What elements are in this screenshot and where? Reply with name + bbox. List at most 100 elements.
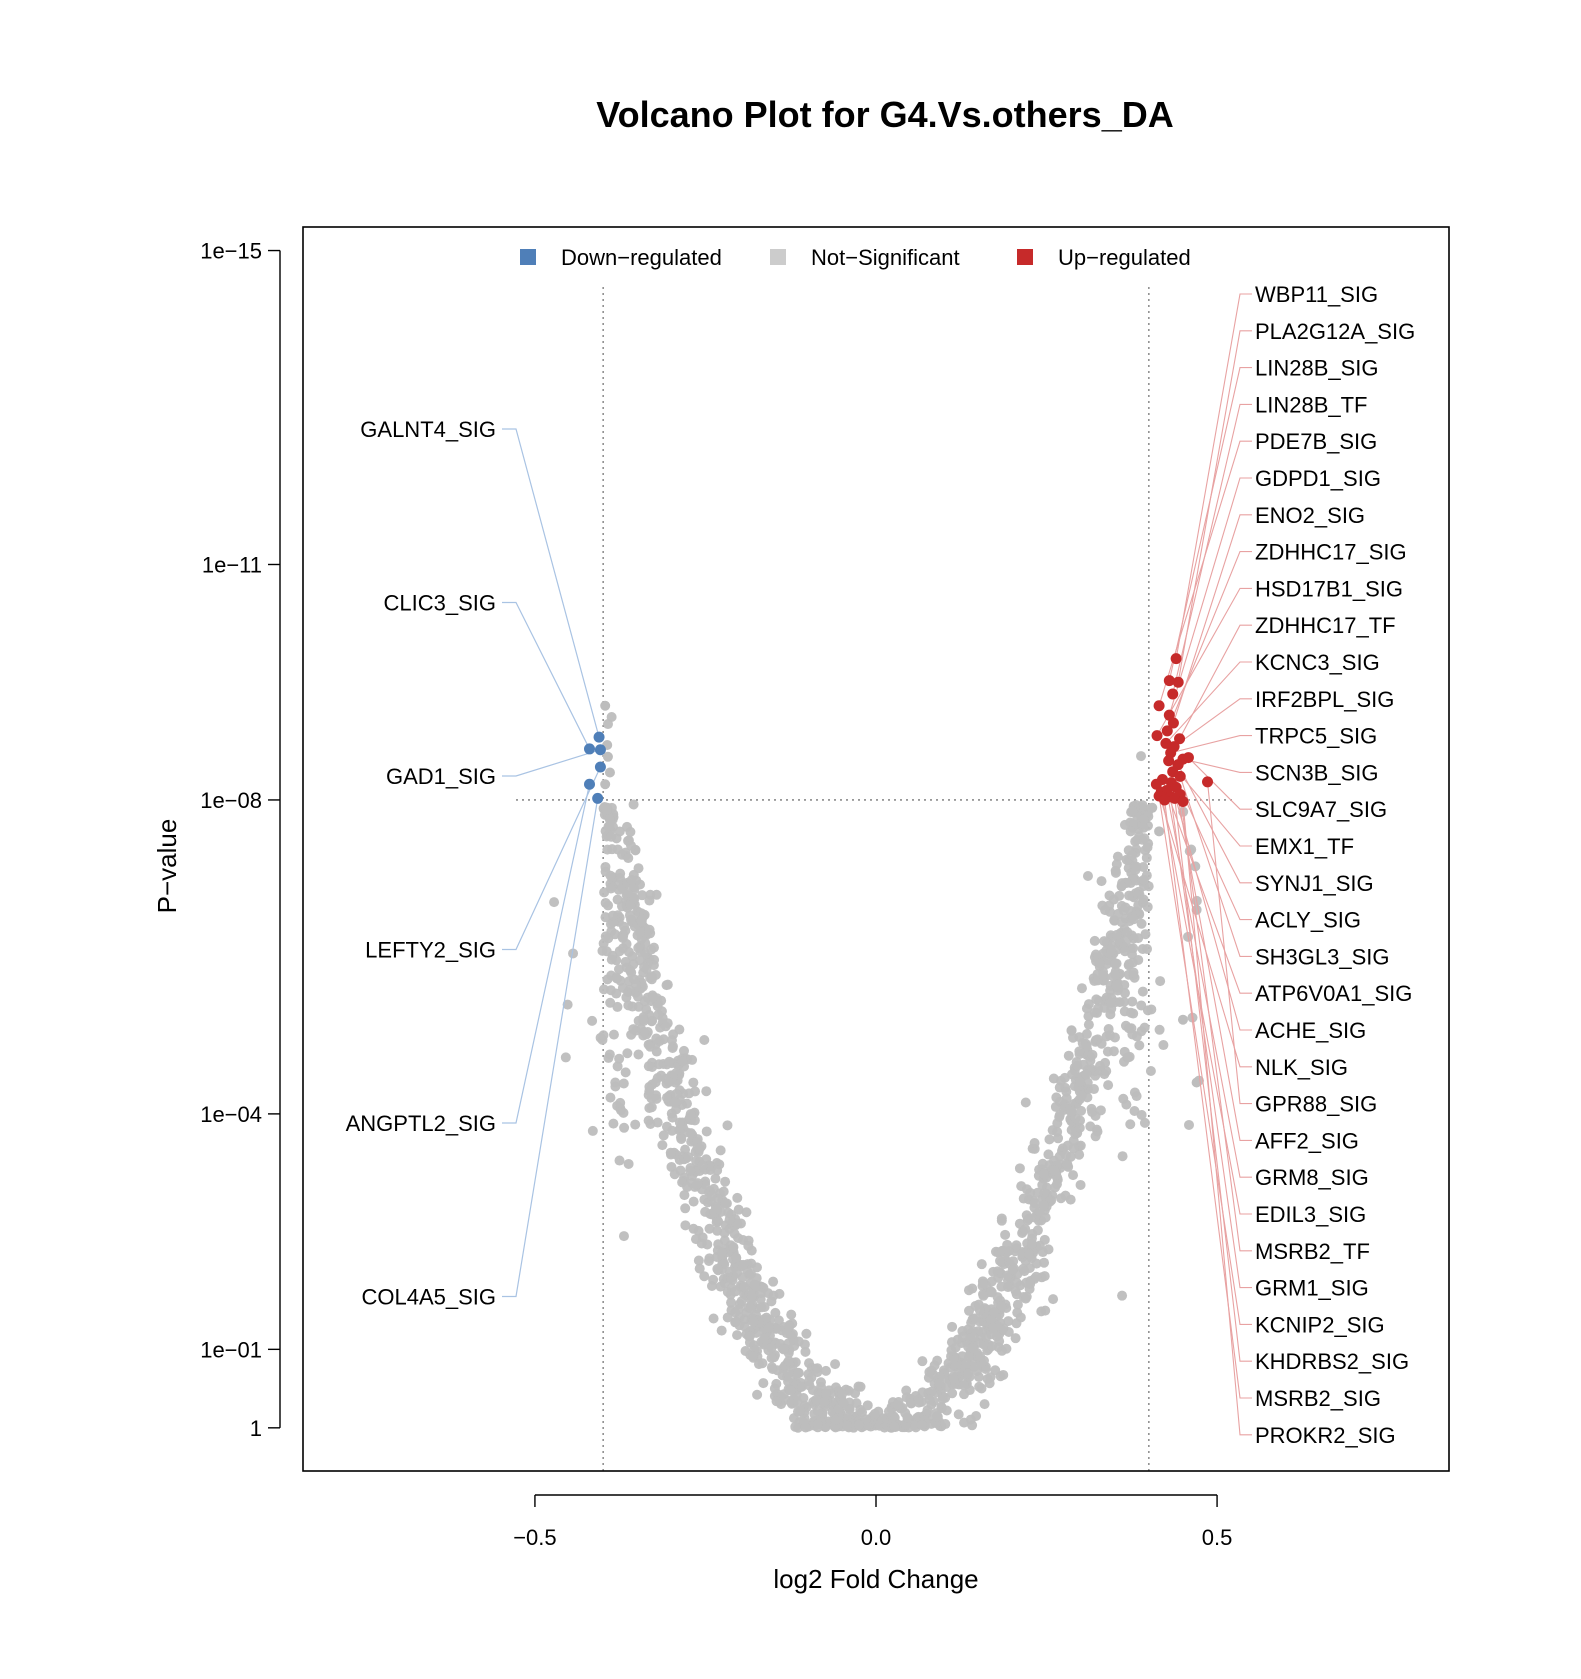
gene-label-down: ANGPTL2_SIG [346, 1111, 496, 1136]
point-not-significant [701, 1126, 712, 1137]
point-not-significant [771, 1396, 782, 1407]
point-not-significant [620, 956, 631, 967]
connector-up [1168, 760, 1252, 847]
point-up-regulated [1174, 733, 1186, 745]
point-not-significant [637, 890, 648, 901]
point-not-significant [1127, 805, 1138, 816]
point-not-significant [605, 1092, 616, 1103]
point-not-significant [674, 1117, 685, 1128]
point-not-significant [715, 1281, 726, 1292]
connector-up [1165, 661, 1252, 744]
point-not-significant [796, 1381, 807, 1392]
point-not-significant [671, 1104, 682, 1115]
point-not-significant [913, 1397, 924, 1408]
legend-label: Up−regulated [1058, 245, 1191, 270]
point-not-significant [1076, 983, 1087, 994]
point-not-significant [1111, 980, 1122, 991]
point-not-significant [752, 1389, 763, 1400]
point-not-significant [1139, 1022, 1150, 1033]
point-down-regulated [584, 778, 595, 790]
point-not-significant [855, 1381, 866, 1392]
connector-up [1179, 776, 1252, 957]
connector-down [502, 428, 600, 738]
point-not-significant [976, 1383, 987, 1394]
point-not-significant [1067, 1069, 1078, 1080]
point-not-significant [1081, 1069, 1092, 1080]
connector-down [502, 601, 591, 750]
point-not-significant [700, 1206, 711, 1217]
point-not-significant [1112, 851, 1123, 862]
point-up-regulated [1163, 755, 1175, 767]
point-not-significant [1091, 994, 1102, 1005]
y-tick-label: 1e−04 [200, 1102, 262, 1127]
point-not-significant [667, 1125, 678, 1136]
point-not-significant [621, 938, 632, 949]
point-not-significant [633, 1049, 644, 1060]
point-not-significant [699, 1034, 710, 1045]
point-not-significant [1142, 842, 1153, 853]
point-not-significant [602, 719, 613, 730]
gene-label-up: ATP6V0A1_SIG [1255, 981, 1412, 1006]
point-not-significant [989, 1307, 1000, 1318]
point-not-significant [1145, 1066, 1156, 1077]
point-not-significant [648, 942, 659, 953]
point-not-significant [1082, 871, 1093, 882]
point-not-significant [658, 1130, 669, 1141]
point-not-significant [1106, 946, 1117, 957]
point-not-significant [697, 1160, 708, 1171]
point-not-significant [1128, 967, 1139, 978]
point-not-significant [730, 1286, 741, 1297]
point-not-significant [1010, 1286, 1021, 1297]
legend-swatch [520, 249, 536, 265]
gene-label-up: GDPD1_SIG [1255, 466, 1381, 491]
point-not-significant [1118, 905, 1129, 916]
point-not-significant [623, 1158, 634, 1169]
gene-label-up: MSRB2_TF [1255, 1239, 1370, 1264]
point-not-significant [614, 826, 625, 837]
point-up-regulated [1167, 717, 1179, 729]
y-tick-label: 1e−11 [202, 552, 262, 577]
point-not-significant [726, 1297, 737, 1308]
connector-up [1182, 758, 1252, 773]
point-not-significant [694, 1263, 705, 1274]
point-not-significant [615, 868, 626, 879]
point-not-significant [1110, 958, 1121, 969]
point-not-significant [1029, 1138, 1040, 1149]
point-not-significant [653, 1009, 664, 1020]
point-not-significant [1154, 826, 1165, 837]
point-not-significant [747, 1351, 758, 1362]
point-not-significant [612, 1001, 623, 1012]
point-not-significant [1061, 1086, 1072, 1097]
significant-points [584, 653, 1214, 808]
point-not-significant [931, 1411, 942, 1422]
point-not-significant [604, 1049, 615, 1060]
point-not-significant [792, 1367, 803, 1378]
point-not-significant [626, 840, 637, 851]
point-up-regulated [1163, 675, 1175, 687]
connector-up [1174, 798, 1252, 1362]
point-not-significant [1040, 1305, 1051, 1316]
point-not-significant [969, 1361, 980, 1372]
point-not-significant [619, 1122, 630, 1133]
connector-up [1177, 764, 1252, 884]
point-not-significant [811, 1394, 822, 1405]
point-not-significant [773, 1315, 784, 1326]
point-not-significant [902, 1412, 913, 1423]
point-not-significant [1012, 1307, 1023, 1318]
point-not-significant [1119, 1046, 1130, 1057]
point-not-significant [1110, 865, 1121, 876]
connector-up [1156, 587, 1252, 736]
point-not-significant [901, 1385, 912, 1396]
gene-label-up: KHDRBS2_SIG [1255, 1349, 1409, 1374]
point-not-significant [1138, 894, 1149, 905]
gene-label-down: LEFTY2_SIG [365, 938, 496, 963]
point-not-significant [661, 1092, 672, 1103]
point-not-significant [639, 1026, 650, 1037]
gene-label-up: ZDHHC17_TF [1255, 613, 1396, 638]
point-not-significant [683, 1152, 694, 1163]
point-not-significant [766, 1343, 777, 1354]
point-not-significant [815, 1377, 826, 1388]
point-not-significant [1000, 1229, 1011, 1240]
point-not-significant [1038, 1200, 1049, 1211]
point-not-significant [957, 1331, 968, 1342]
